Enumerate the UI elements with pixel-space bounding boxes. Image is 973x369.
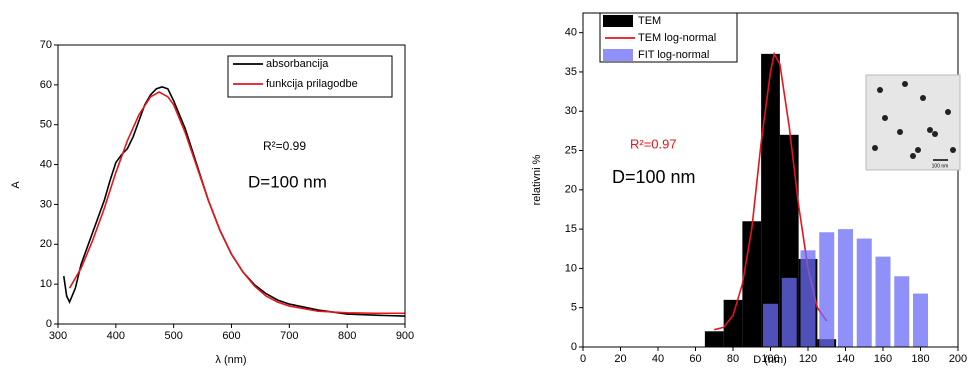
bar <box>781 277 797 347</box>
chart: 0 20 40 60 80 100 120 140 160 180 200 0 5 10 15 20 25 30 3… <box>531 12 967 366</box>
x-tick-label: 300 <box>49 330 67 342</box>
annotation: D=100 nm <box>612 167 696 187</box>
y-tick-label: 0 <box>46 318 52 330</box>
legend-label: TEM log-normal <box>638 32 716 44</box>
x-tick-label: 160 <box>874 353 892 365</box>
chart: 300 400 500 600 700 800 900 0 10 20 30 40 50 60 70 λ (n… <box>10 39 414 366</box>
y-axis-label: A <box>10 181 22 189</box>
y-tick-label: 40 <box>40 158 52 170</box>
x-tick-label: 0 <box>580 353 586 365</box>
x-tick-label: 100 <box>761 353 779 365</box>
x-tick-label: 200 <box>949 353 967 365</box>
bar <box>875 256 891 347</box>
y-tick-label: 0 <box>571 341 577 353</box>
y-tick-label: 50 <box>40 119 52 131</box>
x-tick-label: 120 <box>799 353 817 365</box>
bar <box>894 276 910 347</box>
y-tick-label: 20 <box>565 184 577 196</box>
legend-label: TEM <box>638 15 661 27</box>
inset-scale-label: 100 nm <box>932 163 949 169</box>
line <box>68 91 405 315</box>
x-tick-label: 180 <box>911 353 929 365</box>
annotation: R²=0.99 <box>263 139 306 153</box>
line <box>62 86 406 317</box>
x-tick-label: 40 <box>652 353 664 365</box>
legend-swatch <box>603 15 633 27</box>
y-tick-label: 15 <box>565 223 577 235</box>
bar <box>838 229 853 347</box>
bar <box>742 221 762 347</box>
bar <box>800 250 816 347</box>
bar <box>761 53 780 348</box>
bar <box>763 303 778 347</box>
bar <box>704 331 724 347</box>
annotation: D=100 nm <box>248 172 327 191</box>
x-tick-label: 400 <box>107 330 125 342</box>
y-tick-label: 30 <box>565 105 577 117</box>
y-tick-label: 10 <box>565 262 577 274</box>
bar <box>723 299 743 347</box>
y-tick-label: 30 <box>40 198 52 210</box>
x-axis-label: λ (nm) <box>215 354 246 366</box>
x-tick-label: 600 <box>222 330 240 342</box>
x-tick-label: 80 <box>727 353 739 365</box>
x-tick-label: 20 <box>614 353 626 365</box>
y-axis-label: relativni % <box>531 154 543 205</box>
legend-box <box>227 55 393 98</box>
y-tick-label: 25 <box>565 144 577 156</box>
x-tick-label: 500 <box>164 330 182 342</box>
y-tick-label: 70 <box>40 39 52 51</box>
y-tick-label: 35 <box>565 66 577 78</box>
legend-label: FIT log-normal <box>638 49 709 61</box>
x-tick-label: 700 <box>280 330 298 342</box>
y-tick-label: 5 <box>571 302 577 314</box>
y-tick-label: 40 <box>565 27 577 39</box>
legend-label: absorbancija <box>266 58 329 70</box>
x-tick-label: 60 <box>689 353 701 365</box>
legend-swatch <box>603 49 633 61</box>
legend-label: funkcija prilagodbe <box>266 78 358 90</box>
x-axis-label: D (nm) <box>753 354 787 366</box>
x-tick-label: 800 <box>338 330 356 342</box>
bar <box>856 238 872 347</box>
y-tick-label: 20 <box>40 238 52 250</box>
x-tick-label: 140 <box>836 353 854 365</box>
x-tick-label: 900 <box>396 330 414 342</box>
bar <box>819 232 835 347</box>
y-tick-label: 10 <box>40 278 52 290</box>
annotation: R²=0.97 <box>630 136 677 151</box>
inset-micrograph <box>865 74 961 171</box>
y-tick-label: 60 <box>40 79 52 91</box>
bar <box>913 293 928 347</box>
